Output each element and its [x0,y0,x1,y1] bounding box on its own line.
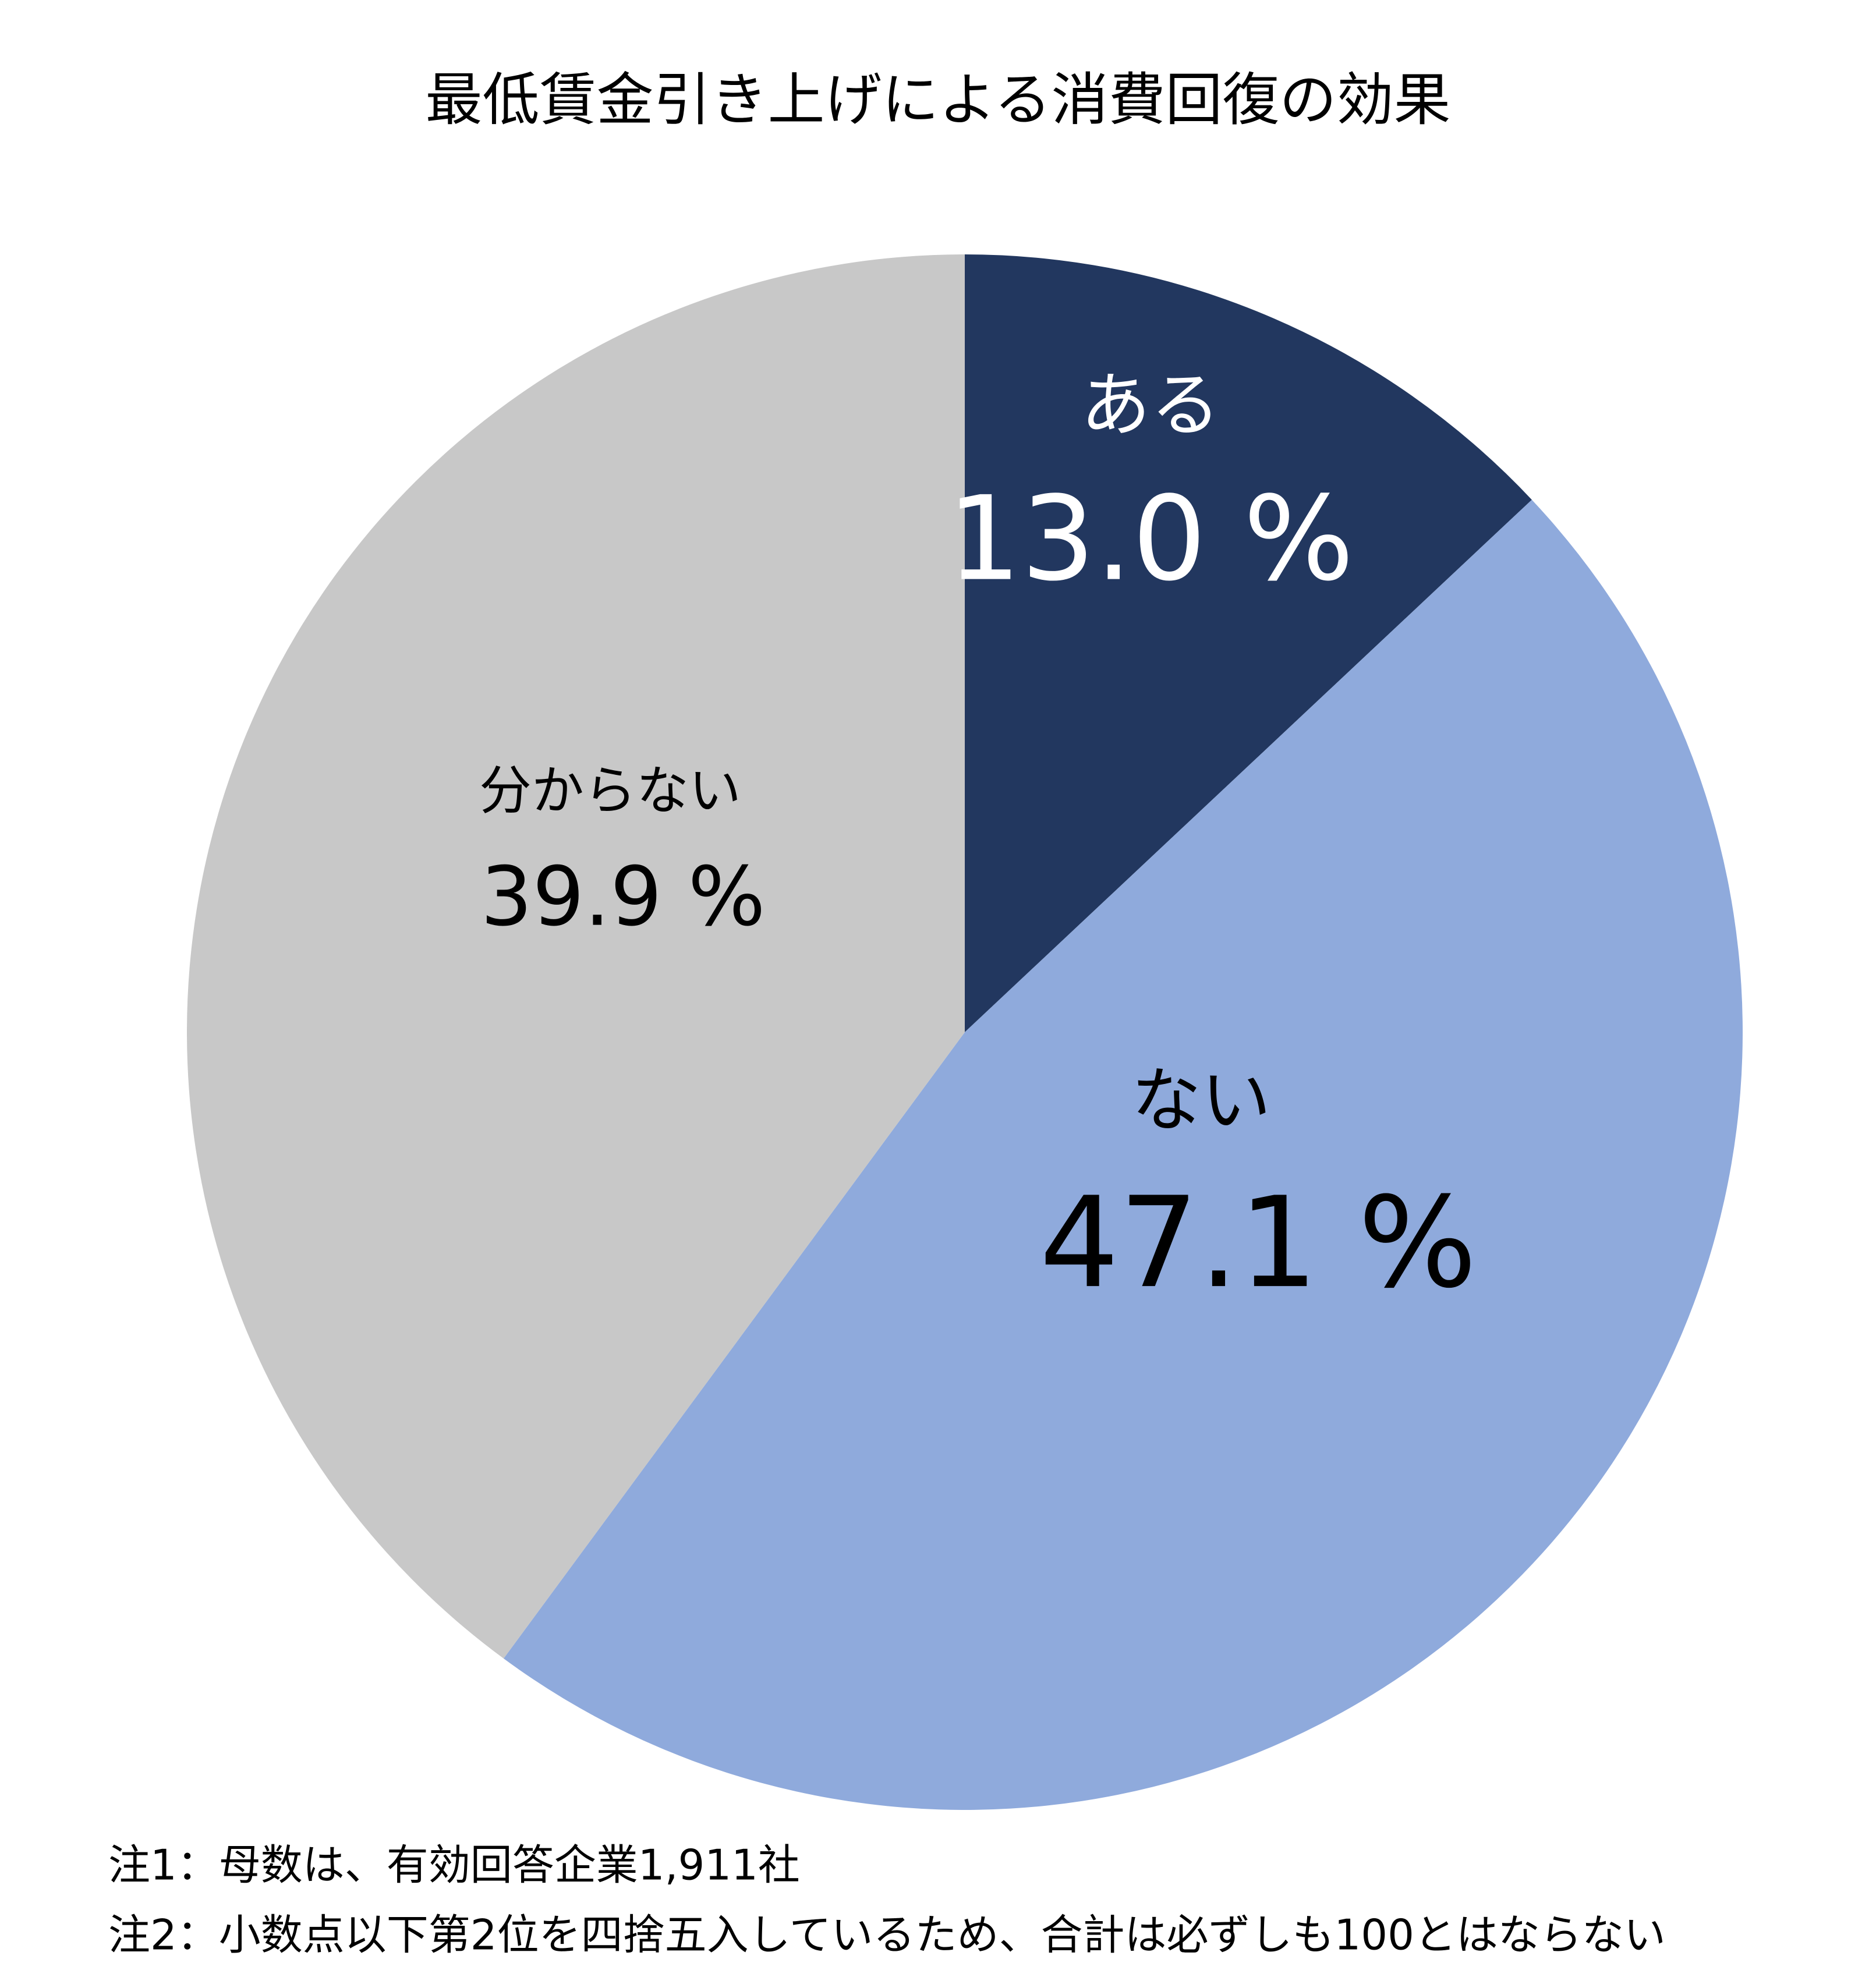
value-label: 39.9 % [480,850,765,945]
pie-slice [965,254,1532,1032]
note: 注1：母数は、有効回答企業1,911社 [108,1841,800,1890]
value-label: 13.0 % [947,472,1354,607]
pie-slice [186,254,965,1659]
note: 注2：小数点以下第2位を四捨五入しているため、合計は必ずしも100とはならない [108,1911,1666,1960]
chart-title: 最低賃金引き上げによる消費回復の効果 [425,67,1450,133]
value-label: 47.1 % [1039,1170,1477,1316]
slice-label: ある [1081,366,1220,447]
pie-slice [503,499,1743,1811]
slice-label: ない [1131,1061,1271,1142]
slice-label: 分からない [479,760,741,821]
